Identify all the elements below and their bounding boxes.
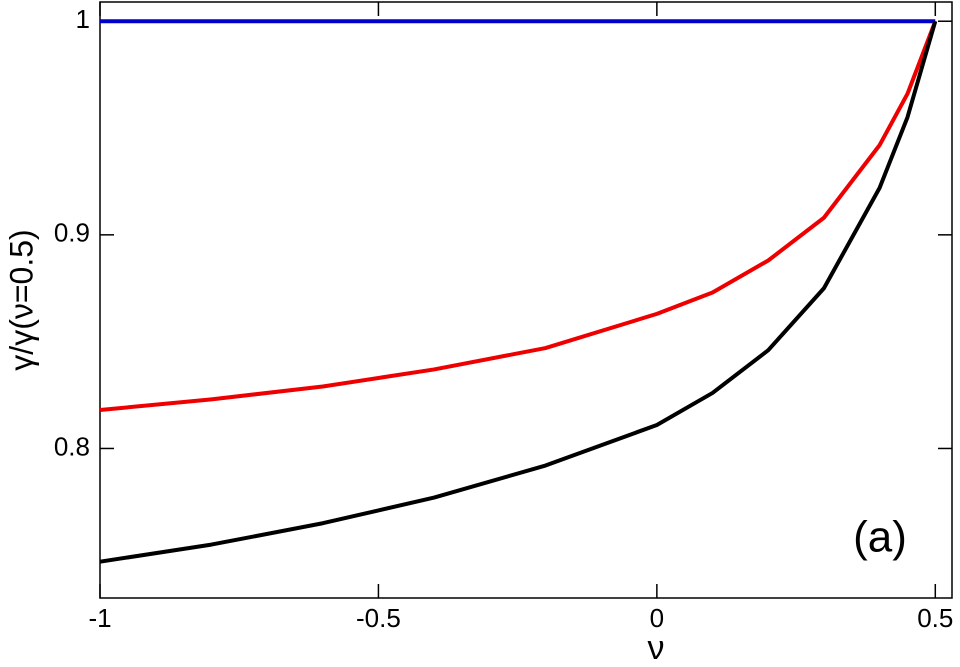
x-tick-label: -1: [88, 603, 111, 633]
x-axis-label: ν: [648, 629, 665, 667]
y-tick-label: 0.9: [54, 218, 90, 248]
line-series: [99, 20, 938, 413]
x-tick-label: 0.5: [917, 603, 953, 633]
y-axis-label: γ/γ(ν=0.5): [3, 229, 39, 370]
x-tick-label: -0.5: [356, 603, 401, 633]
annotation: (a): [853, 513, 907, 562]
line-series: [99, 20, 938, 564]
x-tick-label: 0: [650, 603, 664, 633]
plot-frame: [99, 1, 953, 599]
y-tick-label: 0.8: [54, 431, 90, 461]
y-tick-label: 1: [76, 4, 90, 34]
